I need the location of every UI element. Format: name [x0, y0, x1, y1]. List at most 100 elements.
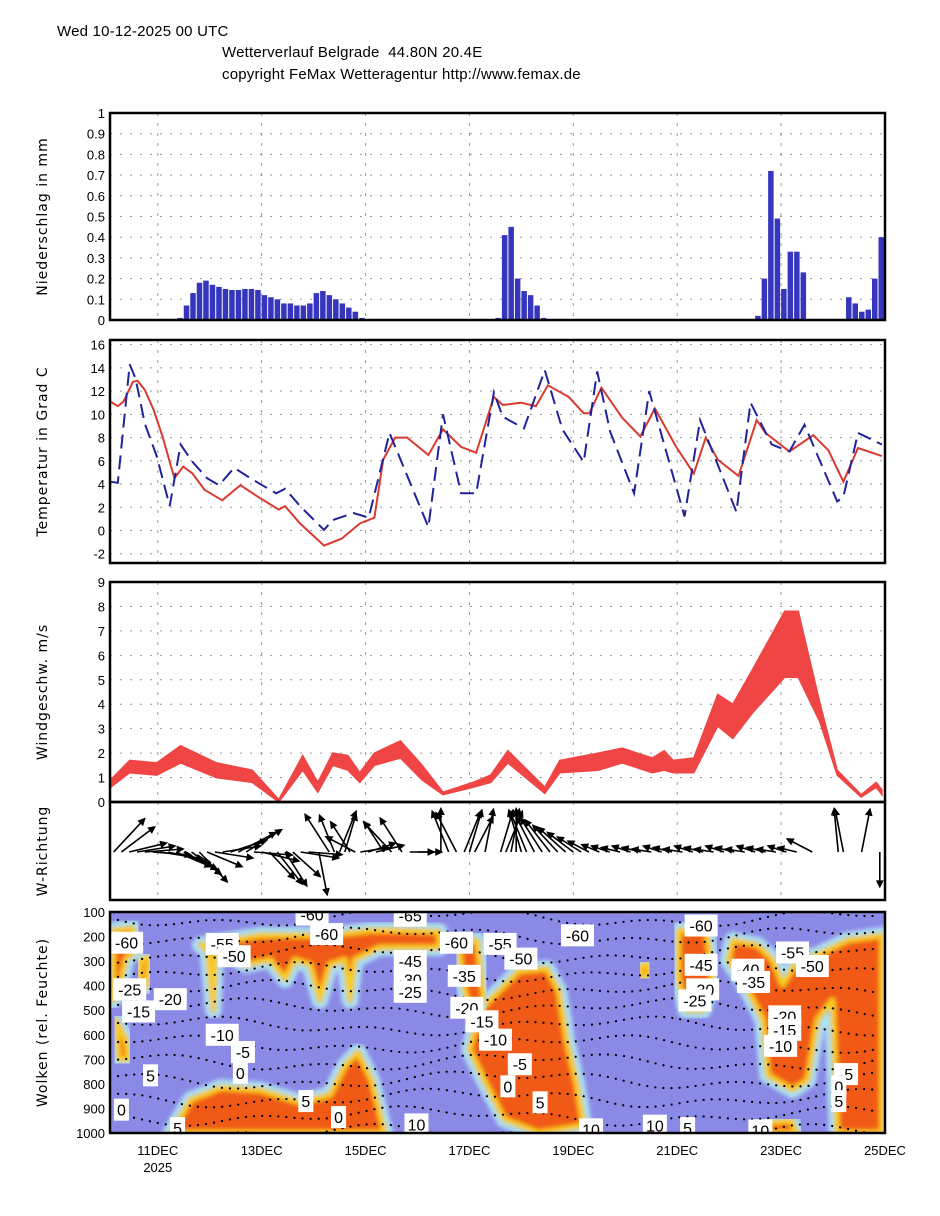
wind-arrow-head — [515, 815, 523, 825]
precip-bar — [865, 309, 872, 320]
contour-label: -10 — [211, 1028, 234, 1045]
contour-label: -60 — [115, 936, 138, 953]
grid — [110, 340, 885, 563]
wind-arrow-shaft — [245, 829, 282, 853]
wind-arrow-shaft — [431, 811, 450, 853]
wind-arrow-head — [537, 826, 546, 835]
precip-bar — [878, 237, 884, 320]
precip-bar — [514, 278, 521, 320]
wind-arrow-head — [651, 845, 661, 853]
wind-arrow — [129, 840, 169, 853]
wind-arrow-head — [350, 812, 358, 822]
x-tick-label: 17DEC — [448, 1143, 490, 1158]
wind-arrow — [318, 813, 336, 853]
y-axis-label: Wolken (rel. Feuchte) — [35, 938, 51, 1107]
wind-arrow — [468, 808, 484, 853]
y-tick-label: 4 — [98, 697, 105, 712]
wind-arrow — [417, 848, 444, 856]
precip-bar — [781, 288, 787, 320]
grid — [110, 582, 885, 802]
wind-arrow-head — [318, 813, 326, 823]
wind-arrow-head — [436, 806, 445, 816]
contour-label-box — [578, 1118, 603, 1133]
y-tick-label: 14 — [91, 361, 105, 376]
y-tick-label: 500 — [83, 1003, 105, 1018]
wind-arrow-shaft — [468, 810, 483, 853]
y-tick-label: 1 — [98, 106, 105, 121]
y-tick-label: 8 — [98, 431, 105, 446]
contour-label-box — [831, 1090, 847, 1113]
wind-arrow-head — [630, 846, 640, 854]
wind-arrow-head — [755, 846, 764, 854]
contour-label: 5 — [536, 1095, 545, 1112]
contour-label-box — [393, 950, 427, 973]
wind-arrow — [785, 838, 813, 853]
wind-arrow-head — [832, 807, 841, 817]
precip-bar — [307, 303, 313, 320]
precip-bar — [203, 280, 209, 320]
isotherm-line — [110, 912, 880, 928]
y-tick-label: 12 — [91, 384, 105, 399]
contour-label: -35 — [453, 969, 476, 986]
wind-arrow-head — [476, 808, 484, 818]
wind-arrow — [268, 851, 296, 880]
wind-speed-band — [109, 610, 883, 804]
precip-bar — [852, 303, 859, 320]
y-tick-label: 7 — [98, 624, 105, 639]
y-tick-label: 0.6 — [87, 189, 105, 204]
contour-label: 5 — [146, 1068, 155, 1085]
wind-arrow-head — [176, 845, 185, 854]
wind-arrow-head — [580, 843, 590, 851]
contour-label-box — [748, 1119, 773, 1133]
wind-arrow-head — [704, 844, 714, 852]
contour-label: -65 — [399, 909, 422, 926]
y-tick-label: -2 — [93, 547, 105, 562]
wind-arrow-shaft — [363, 821, 393, 853]
wind-arrow-shaft — [505, 811, 523, 853]
y-tick-label: 200 — [83, 930, 105, 945]
contour-label: -25 — [399, 985, 422, 1002]
contour-label-box — [764, 1034, 798, 1057]
wind-arrow — [860, 807, 873, 853]
contour-label-box — [684, 914, 718, 937]
contour-label: -50 — [223, 949, 246, 966]
contour-label-box — [465, 1010, 499, 1033]
wind-arrow-head — [641, 844, 651, 852]
y-tick-label: 9 — [98, 575, 105, 590]
contour-label: -35 — [742, 975, 765, 992]
wind-arrow-shaft — [237, 831, 277, 853]
contour-label: -25 — [683, 993, 706, 1010]
wind-arrow-head — [724, 846, 733, 854]
wind-arrow — [875, 852, 884, 889]
wind-arrow-shaft — [473, 816, 494, 853]
wind-arrow-shaft — [113, 818, 146, 853]
precip-bar — [501, 235, 508, 320]
precip-bar — [755, 315, 761, 320]
x-tick-label: 13DEC — [241, 1143, 283, 1158]
grid — [110, 113, 885, 320]
precip-bar — [235, 289, 242, 320]
wind-arrow-head — [304, 813, 312, 822]
wind-arrow — [524, 818, 551, 853]
panel-frame — [108, 800, 887, 902]
wind-arrow-head — [362, 820, 371, 830]
precip-bar — [787, 251, 794, 320]
y-axis-label: Windgeschw. m/s — [35, 624, 51, 760]
wind-arrow-head — [610, 844, 620, 852]
wind-arrow — [531, 824, 559, 853]
wind-arrow-head — [589, 844, 599, 852]
contour-label-box — [642, 1114, 667, 1133]
contour-label-box — [298, 1090, 314, 1113]
contour-label-box — [153, 988, 187, 1011]
contour-label: -60 — [566, 928, 589, 945]
wind-arrow-head — [488, 807, 496, 817]
wind-arrow-head — [682, 845, 692, 853]
contour-label-box — [122, 1000, 156, 1023]
precip-bar — [872, 278, 878, 320]
y-tick-label: 0.7 — [87, 168, 105, 183]
copyright-line: copyright FeMax Wetteragentur http://www… — [222, 66, 581, 83]
contour-label-box — [684, 953, 718, 976]
wind-arrow-shaft — [509, 811, 528, 853]
panel-frame — [108, 111, 887, 322]
y-tick-label: 900 — [83, 1101, 105, 1116]
